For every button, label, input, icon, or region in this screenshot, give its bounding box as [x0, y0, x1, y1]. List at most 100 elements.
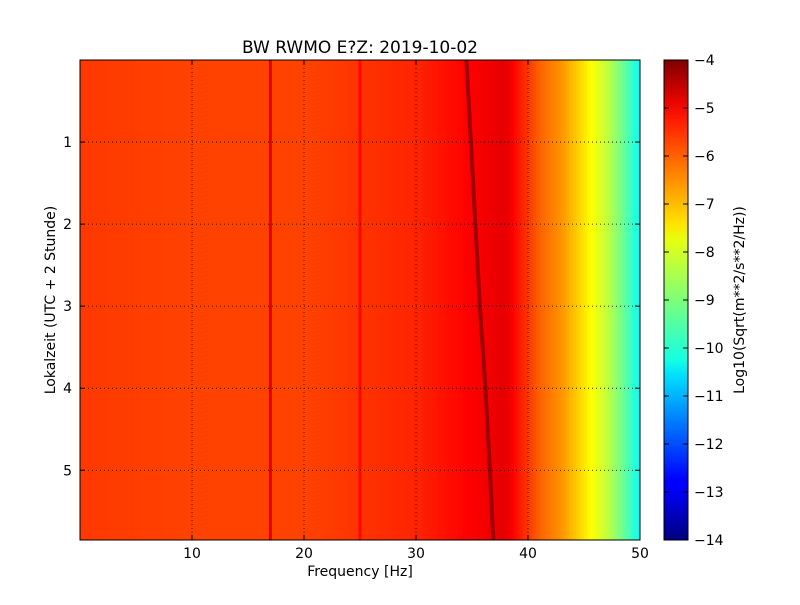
- spectrogram-band: [234, 60, 238, 540]
- spectrogram-band: [404, 60, 409, 540]
- spectrogram-band: [189, 60, 193, 540]
- spectrogram-band: [592, 60, 596, 540]
- spectrogram-band: [150, 60, 154, 540]
- spectrogram-band: [175, 60, 179, 540]
- spectrogram-band: [438, 60, 442, 540]
- spectrogram-band: [530, 60, 535, 540]
- x-tick-label: 50: [631, 546, 649, 562]
- spectrogram-band: [124, 60, 129, 540]
- spectrogram-band: [208, 60, 213, 540]
- drifting-frequency-line: [464, 60, 496, 540]
- spectrogram-band: [547, 60, 551, 540]
- spectrogram-band: [354, 60, 358, 540]
- colorbar-tick-label: −8: [694, 245, 715, 261]
- spectrogram-band: [164, 60, 168, 540]
- spectrogram-band: [486, 60, 490, 540]
- spectrogram-band: [239, 60, 243, 540]
- spectrogram-band: [242, 60, 246, 540]
- spectrogram-band: [276, 60, 280, 540]
- spectrogram-band: [281, 60, 285, 540]
- spectrogram-band: [581, 60, 585, 540]
- spectrogram-band: [620, 60, 624, 540]
- spectrogram-band: [449, 60, 453, 540]
- spectrogram-lines: [268, 60, 496, 540]
- spectrogram-band: [446, 60, 451, 540]
- spectrogram-band: [284, 60, 288, 540]
- spectrogram-band: [603, 60, 607, 540]
- spectrogram-band: [466, 60, 470, 540]
- spectrogram-band: [379, 60, 383, 540]
- spectrogram-band: [460, 60, 465, 540]
- spectrogram-band: [161, 60, 165, 540]
- spectrogram-band: [236, 60, 241, 540]
- spectrogram-band: [301, 60, 305, 540]
- colorbar-tick-label: −5: [694, 101, 715, 117]
- spectrogram-band: [82, 60, 87, 540]
- spectrogram-band: [334, 60, 339, 540]
- spectrogram-band: [421, 60, 425, 540]
- colorbar-tick-label: −12: [694, 437, 724, 453]
- spectrogram-band: [180, 60, 185, 540]
- spectrogram-band: [441, 60, 445, 540]
- spectrogram-band: [567, 60, 571, 540]
- spectrogram-band: [337, 60, 341, 540]
- x-tick-label: 10: [183, 546, 201, 562]
- spectrogram-band: [413, 60, 417, 540]
- colorbar-tick-label: −7: [694, 197, 715, 213]
- spectrogram-band: [511, 60, 515, 540]
- spectrogram-band: [130, 60, 134, 540]
- spectrogram-band: [502, 60, 507, 540]
- spectrogram-band: [262, 60, 266, 540]
- spectrogram-band: [348, 60, 353, 540]
- spectrogram-band: [558, 60, 563, 540]
- spectrogram-band: [463, 60, 467, 540]
- spectrogram-band: [435, 60, 439, 540]
- y-axis-label: Lokalzeit (UTC + 2 Stunde): [43, 206, 59, 395]
- spectrogram-band: [108, 60, 112, 540]
- spectrogram-band: [584, 60, 588, 540]
- y-tick-label: 2: [63, 217, 72, 233]
- spectrogram-band: [542, 60, 546, 540]
- spectrogram-band: [116, 60, 120, 540]
- x-axis-ticks: 10 20 30 40 50: [183, 60, 649, 562]
- y-axis-ticks: 1 2 3 4 5: [63, 135, 640, 479]
- spectrogram-band: [533, 60, 537, 540]
- spectrogram-band: [96, 60, 101, 540]
- spectrogram-band: [416, 60, 420, 540]
- spectrogram-band: [264, 60, 269, 540]
- spectrogram-band: [612, 60, 616, 540]
- spectrogram-band: [458, 60, 462, 540]
- spectrogram-band: [399, 60, 403, 540]
- y-tick-label: 3: [63, 299, 72, 315]
- spectrogram-band: [138, 60, 143, 540]
- spectrogram-band: [122, 60, 126, 540]
- spectrogram-band: [183, 60, 187, 540]
- spectrogram-band: [525, 60, 529, 540]
- spectrogram-band: [586, 60, 591, 540]
- spectrogram-band: [368, 60, 372, 540]
- spectrogram-band: [472, 60, 476, 540]
- spectrogram-band: [614, 60, 619, 540]
- spectrogram-band: [192, 60, 196, 540]
- spectrogram-band: [329, 60, 333, 540]
- spectrogram-band: [332, 60, 336, 540]
- spectrogram-band: [259, 60, 263, 540]
- spectrogram-band: [169, 60, 173, 540]
- spectrogram-band: [340, 60, 344, 540]
- spectrogram-band: [522, 60, 526, 540]
- spectrogram-band: [312, 60, 316, 540]
- y-tick-label: 1: [63, 135, 72, 151]
- plot-frame: [79, 59, 641, 541]
- spectrogram-band: [147, 60, 151, 540]
- spectrogram-band: [609, 60, 613, 540]
- spectrogram-band: [270, 60, 274, 540]
- spectrogram-band: [346, 60, 350, 540]
- spectrogram-band: [455, 60, 459, 540]
- spectrogram-band: [600, 60, 605, 540]
- colorbar-label: Log10(Sqrt(m**2/s**2/Hz)): [732, 206, 748, 394]
- colorbar-tick-label: −6: [694, 149, 715, 165]
- colorbar-tick-label: −13: [694, 485, 724, 501]
- spectrogram-band: [385, 60, 389, 540]
- spectrogram-band: [306, 60, 311, 540]
- spectrogram-band: [119, 60, 123, 540]
